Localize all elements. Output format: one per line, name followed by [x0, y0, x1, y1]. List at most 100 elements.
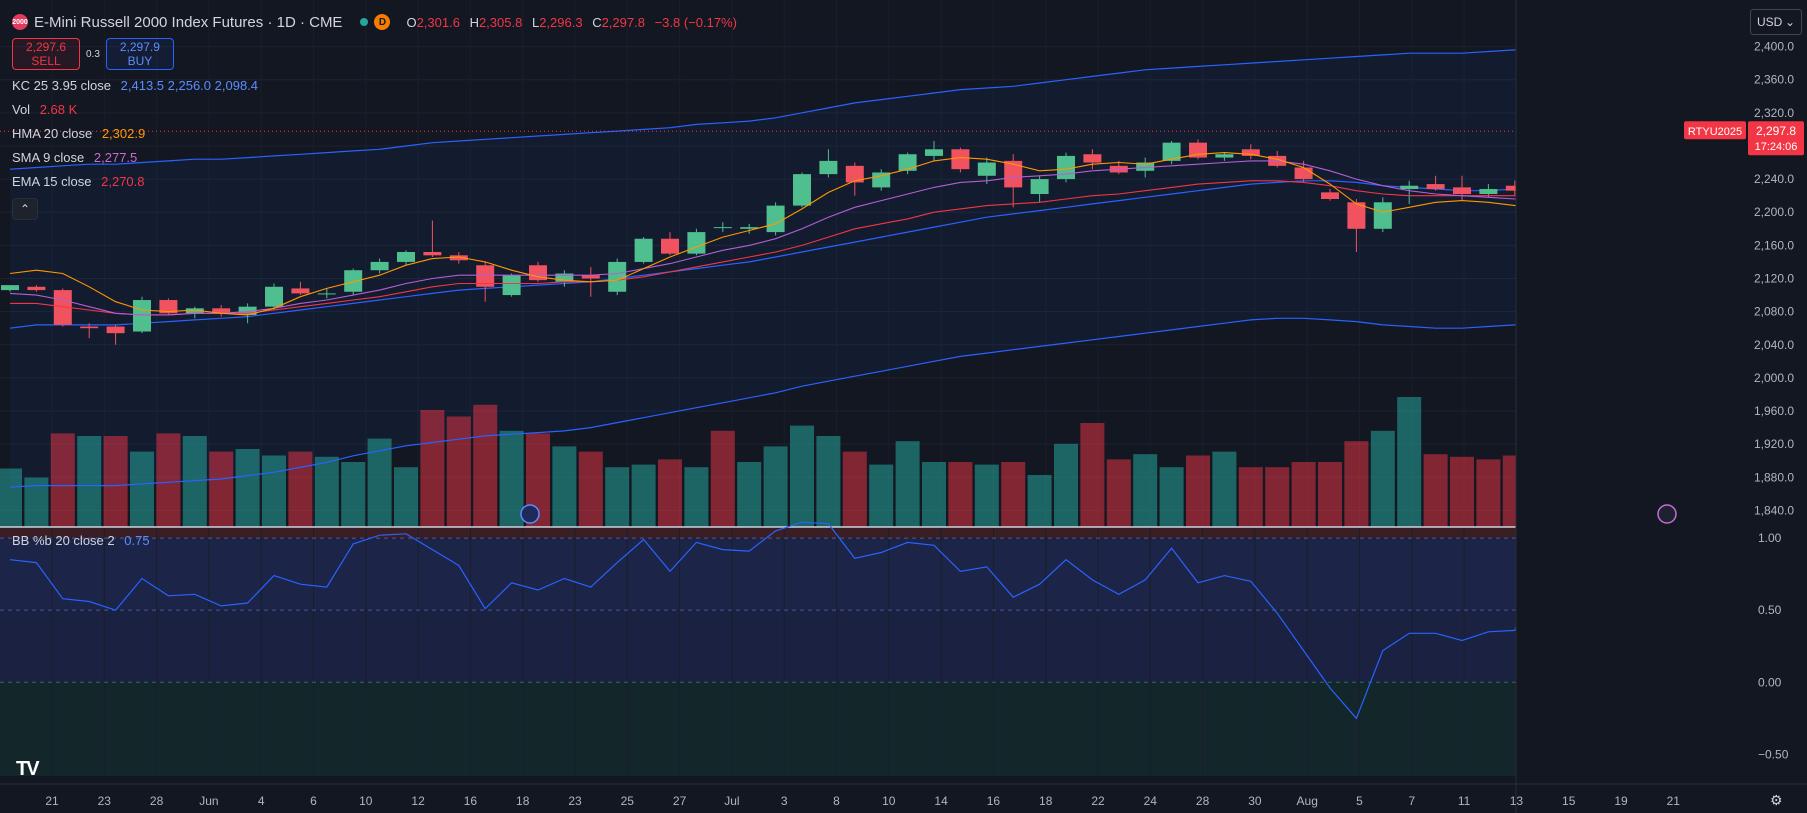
candle	[1400, 180, 1419, 204]
buy-price: 2,297.9	[119, 40, 160, 54]
candle-body	[502, 275, 521, 296]
volume-bar	[1133, 454, 1158, 527]
kc-lower-line	[9, 296, 1674, 488]
time-tick-label: 6	[310, 794, 317, 808]
candle-body	[1453, 187, 1471, 195]
candle-body	[1321, 192, 1339, 199]
sell-label: SELL	[31, 54, 61, 68]
market-status-icon[interactable]	[360, 18, 369, 26]
volume-bar	[1344, 441, 1369, 527]
indicator-hma[interactable]: HMA 20 close 2,302.9	[12, 126, 146, 141]
price-tick-label: 2,200.0	[1754, 205, 1794, 219]
price-tick-label: 2,240.0	[1754, 172, 1794, 186]
volume-bar	[1027, 475, 1052, 527]
volume-bar	[1159, 467, 1184, 527]
volume-bar	[710, 430, 735, 527]
volume-bar	[1265, 467, 1290, 527]
volume-bar	[974, 464, 999, 527]
candle-body	[291, 288, 310, 294]
candle	[185, 306, 204, 319]
tradingview-logo[interactable]: TV	[16, 758, 40, 780]
delayed-data-badge[interactable]: D	[374, 14, 391, 30]
candle	[925, 140, 943, 161]
candle	[951, 147, 970, 173]
indicator-ema[interactable]: EMA 15 close 2,270.8	[12, 174, 145, 189]
candle	[1030, 175, 1049, 203]
gear-icon[interactable]: ⚙	[1770, 792, 1783, 808]
symbol-tag-text: RTYU2025	[1688, 126, 1742, 138]
bb-tick-label: 1.00	[1758, 531, 1782, 545]
kc-upper-line	[9, 34, 1674, 170]
time-tick-label: 28	[150, 794, 164, 808]
candle-body	[845, 165, 864, 183]
volume-bar	[684, 467, 709, 527]
price-tick-label: 2,040.0	[1754, 338, 1794, 352]
symbol-logo-icon[interactable]: 2000	[12, 14, 28, 30]
candle-body	[476, 265, 495, 287]
candle-body	[133, 300, 151, 332]
buy-button[interactable]: 2,297.9 BUY	[105, 38, 174, 70]
candle-body	[608, 261, 627, 292]
time-tick-label: 18	[516, 794, 530, 808]
currency-select[interactable]: USD ⌄	[1750, 9, 1802, 35]
volume-bar	[1001, 462, 1026, 527]
candle-body	[1479, 189, 1498, 195]
indicator-vol[interactable]: Vol 2.68 K	[12, 102, 78, 117]
price-tick-label: 2,160.0	[1754, 238, 1794, 252]
candle	[1083, 149, 1102, 170]
volume-bar	[420, 410, 445, 527]
symbol-price-tag: RTYU2025	[1684, 121, 1746, 140]
collapse-legend-button[interactable]: ⌃	[12, 198, 38, 220]
volume-bar	[763, 446, 788, 527]
volume-bar	[1397, 397, 1422, 527]
indicator-sma[interactable]: SMA 9 close 2,277.5	[12, 150, 138, 165]
sell-button[interactable]: 2,297.6 SELL	[12, 38, 80, 70]
buy-label: BUY	[127, 54, 153, 68]
candle	[793, 172, 811, 208]
candle	[713, 222, 732, 233]
price-tick-label: 1,960.0	[1754, 404, 1794, 418]
high-value: 2,305.8	[478, 14, 523, 30]
symbol-title[interactable]: E-Mini Russell 2000 Index Futures · 1D ·…	[34, 13, 343, 31]
candle-body	[977, 162, 996, 176]
candle	[819, 149, 838, 178]
indicator-kc[interactable]: KC 25 3.95 close 2,413.5 2,256.0 2,098.4	[12, 78, 259, 93]
candle	[1241, 144, 1260, 160]
price-tick-label: 2,360.0	[1754, 73, 1794, 87]
volume-bar	[1476, 459, 1501, 527]
volume-bar	[552, 446, 577, 527]
candle-body	[898, 154, 917, 171]
bb-indicator-legend[interactable]: BB %b 20 close 2 0.75	[12, 533, 150, 548]
candle	[1505, 180, 1524, 196]
volume-bar	[605, 467, 630, 527]
time-tick-label: 11	[1458, 794, 1471, 808]
candle-body	[581, 275, 600, 279]
bb-tick-label: 0.50	[1758, 603, 1782, 617]
time-tick-label: 21	[45, 794, 59, 808]
volume-bar	[816, 436, 841, 527]
chevron-down-icon: ⌄	[1784, 15, 1795, 29]
time-tick-label: 15	[1562, 794, 1576, 808]
volume-bar	[499, 430, 524, 527]
candle-body	[1426, 184, 1445, 190]
volume-bar	[1186, 455, 1210, 527]
candle-body	[397, 251, 415, 262]
volume-bar	[1238, 467, 1263, 527]
volume-bar	[367, 438, 392, 527]
candle	[555, 270, 574, 287]
candle	[265, 283, 283, 310]
volume-bar	[209, 451, 234, 527]
hma-line	[9, 127, 1674, 316]
open-value: 2,301.6	[416, 14, 460, 30]
volume-bar	[1370, 430, 1395, 527]
candle	[1004, 154, 1023, 208]
price-tick-label: 2,080.0	[1754, 305, 1794, 319]
candle	[1215, 152, 1234, 161]
candle	[27, 285, 46, 292]
candle-body	[819, 160, 838, 175]
time-tick-label: 27	[673, 794, 687, 808]
time-tick-label: 3	[781, 794, 788, 808]
candle-body	[529, 265, 547, 281]
candle	[845, 162, 864, 196]
